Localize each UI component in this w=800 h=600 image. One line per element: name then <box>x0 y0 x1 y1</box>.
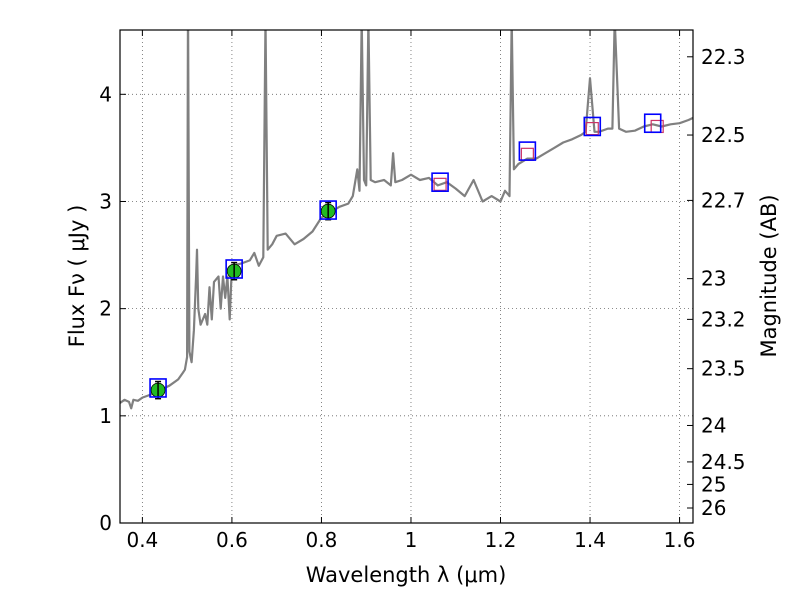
right-tick-label: 24 <box>701 413 726 437</box>
x-tick-label: 0.4 <box>126 528 158 552</box>
right-tick-label: 22.5 <box>701 123 746 147</box>
x-tick-label: 1.4 <box>574 528 606 552</box>
right-tick-label: 23 <box>701 267 726 291</box>
grid <box>120 30 693 524</box>
right-tick-label: 25 <box>701 472 726 496</box>
right-tick-label: 22.3 <box>701 45 746 69</box>
model-box-marker <box>149 378 167 398</box>
model-inner-marker <box>585 121 599 136</box>
model-box-marker <box>319 200 337 220</box>
model-box-marker <box>431 172 449 192</box>
x-tick-label: 1.2 <box>485 528 517 552</box>
plot-frame <box>119 29 694 524</box>
model-box-marker <box>518 141 537 161</box>
y-tick-label: 2 <box>99 297 112 321</box>
axes: 0.4 0.6 0.8 1 1.2 1.4 1.60123422.322.522.72323… <box>99 30 746 552</box>
y-tick-label: 3 <box>99 189 112 213</box>
x-tick-label: 0.6 <box>216 528 248 552</box>
y-tick-label: 1 <box>99 404 112 428</box>
y-tick-label: 0 <box>99 511 112 535</box>
y-axis-label: Flux Fν ( μJy ) <box>65 205 89 348</box>
photometry-markers <box>149 113 664 400</box>
right-tick-label: 23.2 <box>701 307 746 331</box>
model-box-marker <box>583 116 602 137</box>
spectrum-line <box>120 30 693 410</box>
x-tick-label: 1.6 <box>664 528 696 552</box>
right-tick-label: 22.7 <box>701 188 746 212</box>
right-tick-label: 26 <box>701 496 726 520</box>
model-box-marker <box>225 259 243 279</box>
x-tick-label: 1 <box>405 528 418 552</box>
model-box-marker <box>643 113 662 134</box>
right-axis-label: Magnitude (AB) <box>757 194 781 357</box>
right-tick-label: 23.5 <box>701 357 746 381</box>
y-tick-label: 4 <box>99 82 112 106</box>
model-inner-marker <box>433 177 447 191</box>
spectrum-series <box>120 30 693 410</box>
right-tick-label: 24.5 <box>701 450 746 474</box>
x-axis-label: Wavelength λ (μm) <box>306 563 507 587</box>
x-tick-label: 0.8 <box>306 528 338 552</box>
